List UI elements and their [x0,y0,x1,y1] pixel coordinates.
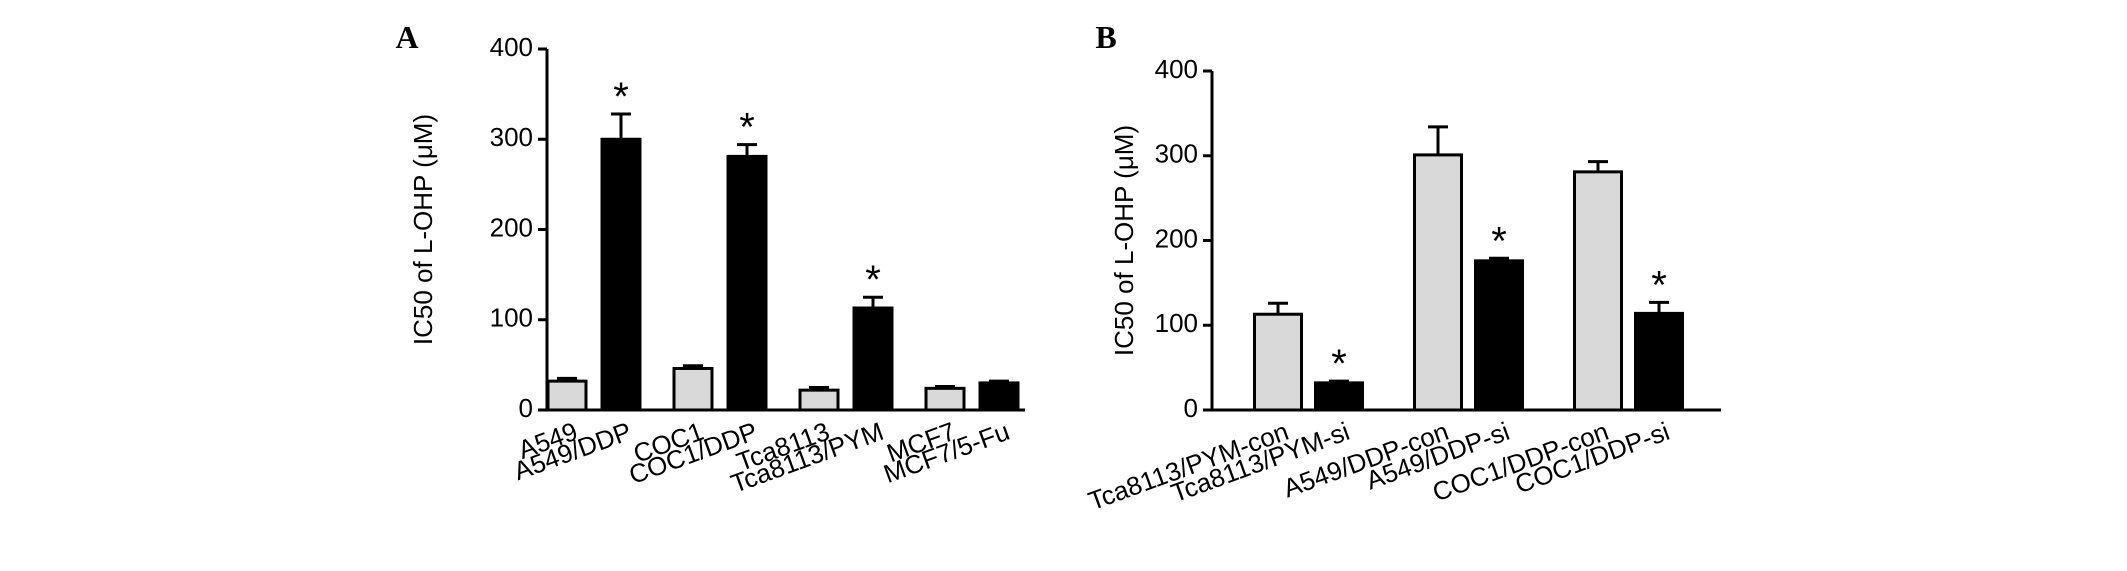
significance-marker: * [865,258,881,302]
y-tick-label: 0 [519,393,533,423]
bar [1634,311,1684,412]
bar [1413,153,1463,412]
bar [852,306,894,412]
bar [924,386,966,412]
panel-label: B [1095,19,1116,55]
y-tick-label: 0 [1184,393,1198,423]
y-tick-label: 200 [1155,223,1198,253]
significance-marker: * [1331,342,1347,386]
bar [726,154,768,412]
significance-marker: * [1491,219,1507,263]
bar [798,388,840,412]
significance-marker: * [613,75,629,119]
y-tick-label: 300 [490,122,533,152]
y-tick-label: 300 [1155,139,1198,169]
bar [546,379,588,412]
bar [1474,259,1524,412]
y-tick-label: 200 [490,212,533,242]
bar [1314,381,1364,412]
bar [1573,170,1623,412]
y-tick-label: 400 [1155,54,1198,84]
y-tick-label: 100 [490,303,533,333]
panel-label: A [395,19,418,55]
bar [978,381,1020,412]
y-axis-label: IC50 of L-OHP (μM) [1109,125,1139,356]
y-tick-label: 100 [1155,308,1198,338]
significance-marker: * [1651,263,1667,307]
significance-marker: * [739,106,755,150]
y-tick-label: 400 [490,32,533,62]
bar [600,137,642,412]
bar [1253,312,1303,412]
y-axis-label: IC50 of L-OHP (μM) [408,114,438,345]
bar [672,366,714,412]
